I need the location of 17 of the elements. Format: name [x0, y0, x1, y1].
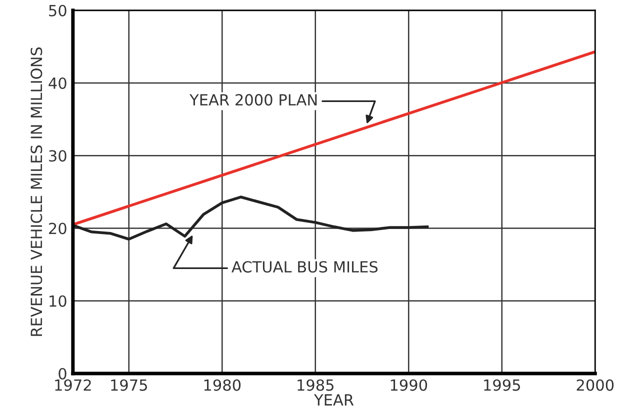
y-tick-label: 40 — [48, 77, 66, 90]
y-axis-title: REVENUE VEHICLE MILES IN MILLIONS — [30, 47, 42, 336]
y-tick-label: 30 — [49, 150, 66, 162]
x-tick-label: 1975 — [111, 379, 147, 391]
y-tick-label: 10 — [50, 295, 66, 307]
x-tick-label: 1995 — [484, 379, 520, 391]
x-tick-label: 2000 — [576, 379, 614, 391]
x-tick-label: 1985 — [298, 379, 334, 391]
y-tick-label: 0 — [58, 368, 66, 380]
y-tick-label: 20 — [49, 222, 66, 234]
annotation: ACTUAL BUS MILES — [232, 261, 378, 273]
annotation: YEAR 2000 PLAN — [190, 94, 317, 106]
x-tick-label: 1972 — [55, 379, 91, 391]
y-tick-label: 50 — [49, 4, 66, 16]
x-tick-label: 1980 — [204, 379, 241, 391]
x-axis-title: YEAR — [314, 394, 354, 406]
x-tick-label: 1990 — [390, 379, 428, 391]
